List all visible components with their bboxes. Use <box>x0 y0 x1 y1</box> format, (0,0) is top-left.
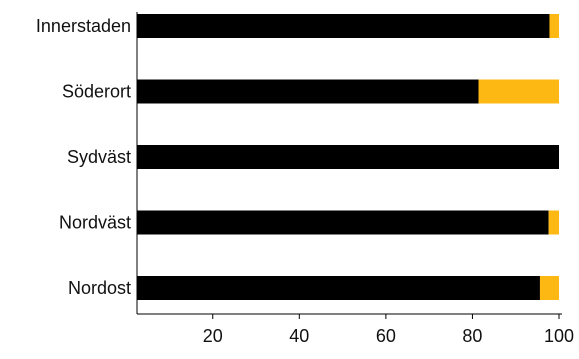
bar-segment-1-innerstaden <box>137 14 550 38</box>
bar-segment-2-nordost <box>539 276 559 300</box>
bars-layer <box>137 14 559 300</box>
bar-segment-1-nordost <box>137 276 540 300</box>
category-label: Nordost <box>68 278 131 298</box>
category-labels: Innerstaden Söderort Sydväst Nordväst Nordos… <box>36 16 131 298</box>
x-tick-label: 20 <box>203 326 223 346</box>
bar-segment-1-sydväst <box>137 145 559 169</box>
bar-segment-1-söderort <box>137 79 479 104</box>
bar-segment-2-innerstaden <box>549 14 559 38</box>
category-label: Sydväst <box>67 147 131 167</box>
x-tick-label: 40 <box>289 326 309 346</box>
category-label: Innerstaden <box>36 16 131 36</box>
category-label: Söderort <box>62 82 131 102</box>
x-tick-label: 100 <box>544 326 574 346</box>
x-axis-ticks: 20 40 60 80 100 <box>203 314 574 346</box>
bar-segment-2-nordväst <box>548 210 559 235</box>
bar-segment-1-nordväst <box>137 210 549 235</box>
bar-segment-2-söderort <box>478 79 559 104</box>
category-label: Nordväst <box>59 213 131 233</box>
x-tick-label: 60 <box>376 326 396 346</box>
x-tick-label: 80 <box>462 326 482 346</box>
